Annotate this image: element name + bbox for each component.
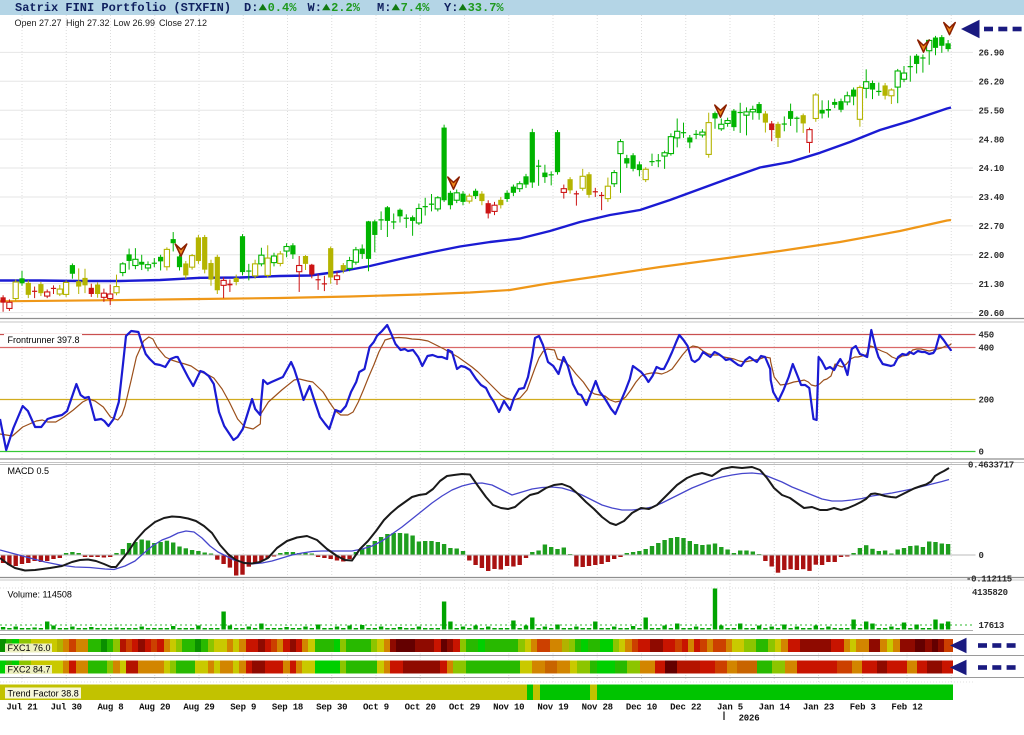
svg-text:22.00: 22.00 xyxy=(979,251,1005,261)
svg-text:Nov 10: Nov 10 xyxy=(493,703,524,713)
svg-text:Close 27.12: Close 27.12 xyxy=(159,18,207,28)
svg-text:Aug 29: Aug 29 xyxy=(183,703,214,713)
svg-text:Jul 21: Jul 21 xyxy=(6,703,38,713)
svg-text:Feb 3: Feb 3 xyxy=(850,703,876,713)
svg-text:Jan 14: Jan 14 xyxy=(759,703,791,713)
svg-text:Sep 30: Sep 30 xyxy=(316,703,347,713)
svg-text:20.60: 20.60 xyxy=(979,309,1005,319)
svg-text:Oct 9: Oct 9 xyxy=(363,703,389,713)
svg-text:17613: 17613 xyxy=(979,621,1005,631)
svg-text:0.4%: 0.4% xyxy=(268,1,298,15)
svg-text:-0.112115: -0.112115 xyxy=(966,575,1012,585)
svg-text:Frontrunner 397.8: Frontrunner 397.8 xyxy=(8,335,80,345)
svg-text:Y:: Y: xyxy=(444,1,458,15)
svg-text:FXC1 76.0: FXC1 76.0 xyxy=(8,643,51,653)
svg-text:Volume: 114508: Volume: 114508 xyxy=(8,590,72,600)
svg-text:Low 26.99: Low 26.99 xyxy=(114,18,156,28)
svg-text:0: 0 xyxy=(979,551,984,561)
svg-text:Feb 12: Feb 12 xyxy=(891,703,922,713)
svg-text:FXC2 84.7: FXC2 84.7 xyxy=(8,665,51,675)
svg-text:Nov 28: Nov 28 xyxy=(582,703,613,713)
svg-text:Oct 29: Oct 29 xyxy=(449,703,480,713)
svg-text:Aug 8: Aug 8 xyxy=(97,703,123,713)
svg-text:Sep 18: Sep 18 xyxy=(272,703,303,713)
svg-text:21.30: 21.30 xyxy=(979,280,1005,290)
svg-text:Jan 23: Jan 23 xyxy=(803,703,834,713)
svg-text:Satrix FINI Portfolio (STXFIN): Satrix FINI Portfolio (STXFIN) xyxy=(15,1,231,15)
svg-text:Sep 9: Sep 9 xyxy=(230,703,256,713)
svg-text:26.20: 26.20 xyxy=(979,78,1005,88)
svg-text:Dec 22: Dec 22 xyxy=(670,703,701,713)
svg-text:450: 450 xyxy=(979,331,994,341)
svg-text:7.4%: 7.4% xyxy=(401,1,431,15)
svg-text:0.4633717: 0.4633717 xyxy=(968,461,1014,471)
svg-text:25.50: 25.50 xyxy=(979,106,1005,116)
svg-text:400: 400 xyxy=(979,344,994,354)
svg-text:Jan 5: Jan 5 xyxy=(717,703,743,713)
svg-text:Aug 20: Aug 20 xyxy=(139,703,170,713)
svg-text:M:: M: xyxy=(377,1,391,15)
svg-text:33.7%: 33.7% xyxy=(468,1,505,15)
svg-text:MACD 0.5: MACD 0.5 xyxy=(8,466,50,476)
svg-text:High 27.32: High 27.32 xyxy=(66,18,110,28)
svg-text:24.80: 24.80 xyxy=(979,135,1005,145)
svg-text:0: 0 xyxy=(979,448,984,458)
svg-text:Nov 19: Nov 19 xyxy=(537,703,568,713)
svg-text:Open 27.27: Open 27.27 xyxy=(15,18,62,28)
svg-text:24.10: 24.10 xyxy=(979,164,1005,174)
svg-text:W:: W: xyxy=(308,1,322,15)
svg-text:23.40: 23.40 xyxy=(979,193,1005,203)
svg-text:26.90: 26.90 xyxy=(979,49,1005,59)
svg-text:2.2%: 2.2% xyxy=(331,1,361,15)
svg-text:4135820: 4135820 xyxy=(972,588,1008,598)
svg-text:Trend Factor 38.8: Trend Factor 38.8 xyxy=(8,689,79,699)
svg-text:D:: D: xyxy=(244,1,258,15)
svg-text:22.70: 22.70 xyxy=(979,222,1005,232)
svg-text:Jul 30: Jul 30 xyxy=(51,703,82,713)
svg-text:200: 200 xyxy=(979,396,994,406)
svg-text:Oct 20: Oct 20 xyxy=(405,703,436,713)
svg-text:2026: 2026 xyxy=(739,714,760,724)
svg-text:Dec 10: Dec 10 xyxy=(626,703,657,713)
